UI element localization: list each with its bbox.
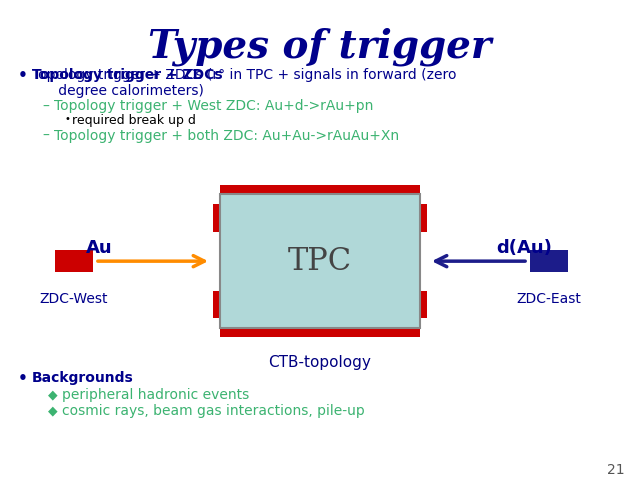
Text: –: – [42,129,49,144]
Text: required break up d: required break up d [72,114,196,127]
Text: ZDC-West: ZDC-West [40,292,108,306]
Bar [220,185,420,194]
Text: ◆: ◆ [48,388,58,401]
Text: cosmic rays, beam gas interactions, pile-up: cosmic rays, beam gas interactions, pile… [62,404,365,418]
Text: Types of trigger: Types of trigger [148,28,492,66]
Text: Au: Au [86,239,112,257]
Text: ◆: ◆ [48,404,58,417]
Bar [220,328,420,337]
Text: –: – [42,99,49,113]
Bar [420,290,427,318]
Bar [213,204,220,232]
Bar [55,250,93,272]
Text: Backgrounds: Backgrounds [32,371,134,385]
Text: CTB-topology: CTB-topology [269,355,371,370]
Text: •: • [18,68,28,83]
Text: Topology trigger + West ZDC: Au+d->rAu+pn: Topology trigger + West ZDC: Au+d->rAu+p… [54,99,373,113]
Text: •: • [64,114,70,124]
Text: Topology trigger + ZDCs: Topology trigger + ZDCs [32,68,223,82]
Bar [420,204,427,232]
Text: peripheral hadronic events: peripheral hadronic events [62,388,249,402]
Text: •: • [18,371,28,386]
Bar [220,194,420,328]
Bar [213,290,220,318]
Text: 21: 21 [607,463,625,477]
Text: ZDC-East: ZDC-East [516,292,581,306]
Text: TPC: TPC [288,246,352,276]
Text: Topology trigger + ZDCs (r° in TPC + signals in forward (zero
      degree calor: Topology trigger + ZDCs (r° in TPC + sig… [32,68,456,98]
Bar [530,250,568,272]
Text: d(Au): d(Au) [496,239,552,257]
Text: Topology trigger + both ZDC: Au+Au->rAuAu+Xn: Topology trigger + both ZDC: Au+Au->rAuA… [54,129,399,144]
